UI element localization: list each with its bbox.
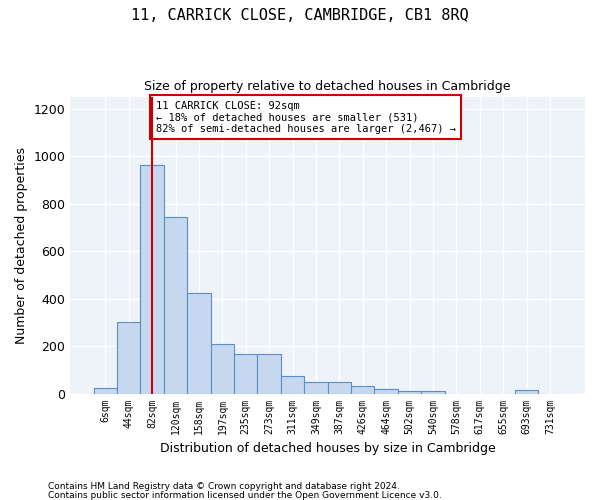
X-axis label: Distribution of detached houses by size in Cambridge: Distribution of detached houses by size … [160, 442, 496, 455]
Y-axis label: Number of detached properties: Number of detached properties [15, 147, 28, 344]
Bar [234, 354, 257, 394]
Bar [398, 391, 421, 394]
Bar [281, 376, 304, 394]
Bar [211, 344, 234, 394]
Text: Contains HM Land Registry data © Crown copyright and database right 2024.: Contains HM Land Registry data © Crown c… [48, 482, 400, 491]
Text: 11 CARRICK CLOSE: 92sqm
← 18% of detached houses are smaller (531)
82% of semi-d: 11 CARRICK CLOSE: 92sqm ← 18% of detache… [155, 100, 455, 134]
Bar [515, 390, 538, 394]
Bar [117, 322, 140, 394]
Bar [94, 388, 117, 394]
Bar [140, 164, 164, 394]
Bar [164, 217, 187, 394]
Bar [374, 389, 398, 394]
Bar [328, 382, 351, 394]
Bar [421, 391, 445, 394]
Text: Contains public sector information licensed under the Open Government Licence v3: Contains public sector information licen… [48, 490, 442, 500]
Bar [187, 292, 211, 394]
Bar [257, 354, 281, 394]
Bar [304, 382, 328, 394]
Bar [351, 386, 374, 394]
Text: 11, CARRICK CLOSE, CAMBRIDGE, CB1 8RQ: 11, CARRICK CLOSE, CAMBRIDGE, CB1 8RQ [131, 8, 469, 22]
Title: Size of property relative to detached houses in Cambridge: Size of property relative to detached ho… [145, 80, 511, 93]
